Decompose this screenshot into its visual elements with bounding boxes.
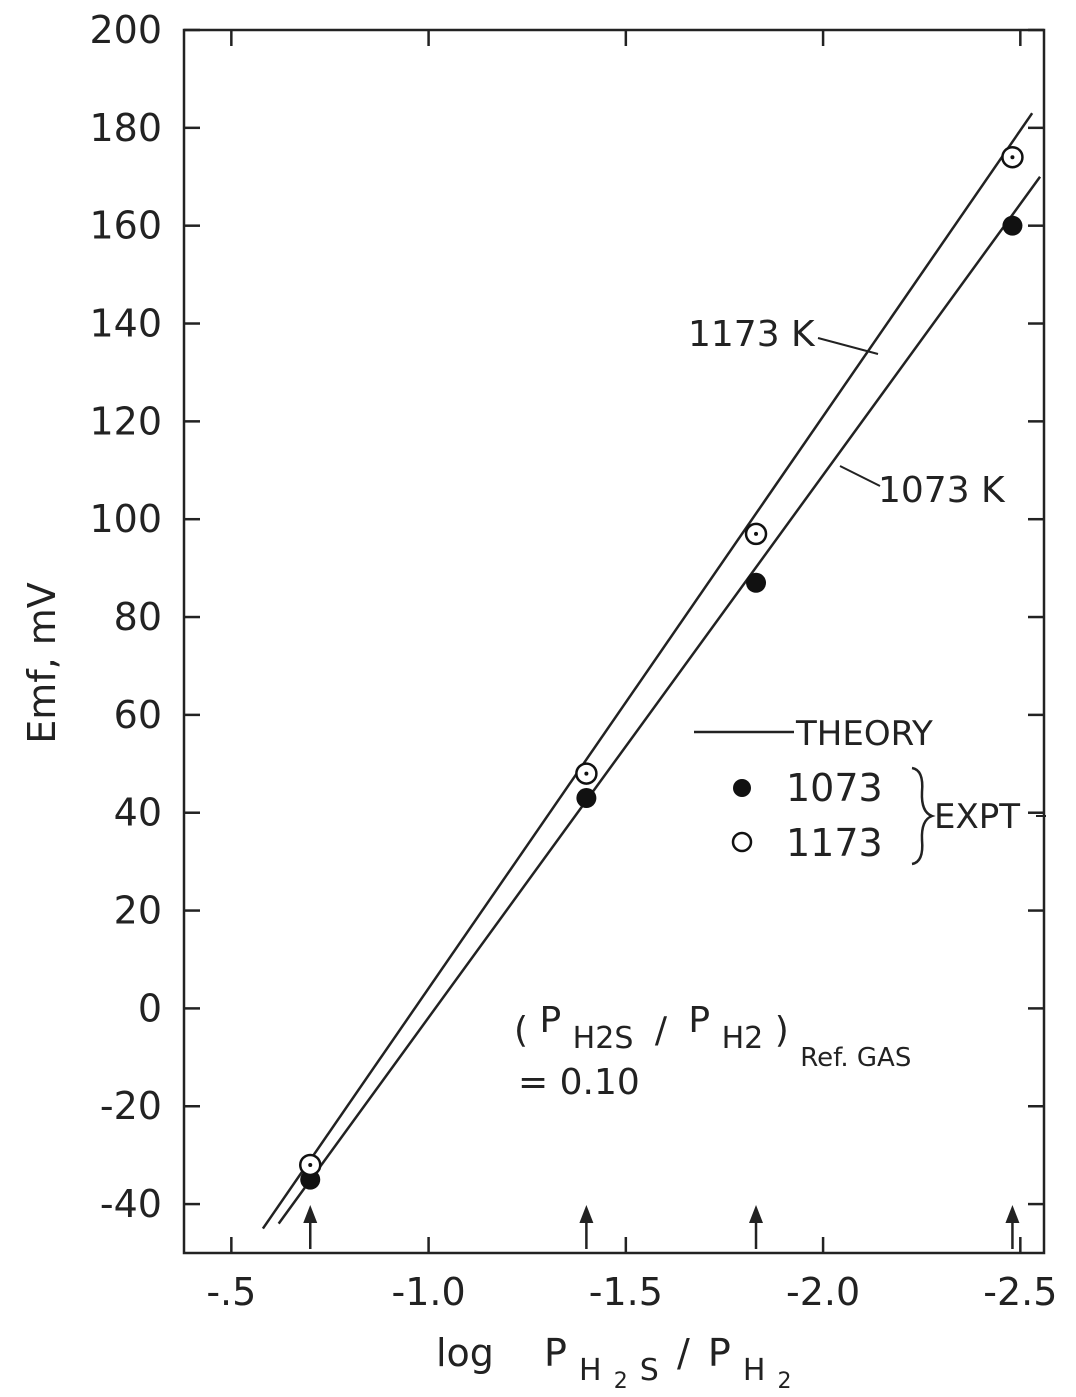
line-label-1173-leader bbox=[817, 337, 879, 355]
x-axis-title-num-p: P bbox=[544, 1331, 567, 1375]
y-axis-title: Emf, mV bbox=[20, 582, 64, 744]
line-label-1173: 1173 K bbox=[688, 314, 816, 355]
theory-line-labels: 1173 K 1073 K bbox=[688, 314, 1006, 511]
plot-border bbox=[182, 28, 1046, 1255]
legend-1173-label: 1173 bbox=[786, 821, 883, 865]
point-1173-center bbox=[584, 771, 589, 776]
x-tick-label: -.5 bbox=[206, 1270, 256, 1314]
legend-expt-label: EXPT bbox=[934, 797, 1020, 837]
point-1173-center bbox=[1010, 155, 1015, 160]
x-axis-title-num-sub: H bbox=[579, 1353, 602, 1388]
point-1173-center bbox=[754, 531, 759, 536]
x-axis-title-den-sub: H bbox=[743, 1353, 766, 1388]
x-tick-label: -2.0 bbox=[786, 1270, 860, 1314]
axis-tick-labels: -.5 -1.0 -1.5 -2.0 -2.5200180160140120100806… bbox=[89, 8, 1057, 1314]
line-label-1073-leader bbox=[839, 465, 881, 487]
measurement-arrows bbox=[303, 1205, 1020, 1249]
y-tick-label: 100 bbox=[89, 497, 162, 541]
arrow-head bbox=[579, 1205, 594, 1223]
arrow-head bbox=[1005, 1205, 1020, 1223]
x-axis-title-num-sub-digit: 2 bbox=[614, 1369, 628, 1394]
x-axis-title-prefix: log bbox=[436, 1331, 494, 1375]
reference-gas-annotation: ( P H2S / P H2 ) Ref. GAS = 0.10 bbox=[514, 1000, 911, 1103]
x-axis-title-den-sub-digit: 2 bbox=[778, 1369, 792, 1394]
theory-line-1073 bbox=[277, 176, 1042, 1225]
y-tick-label: 20 bbox=[114, 889, 162, 933]
y-tick-label: -40 bbox=[100, 1182, 162, 1226]
theory-line-1173 bbox=[261, 112, 1034, 1230]
line-label-1073: 1073 K bbox=[878, 470, 1006, 511]
legend: THEORY 1073 1173 EXPT bbox=[694, 714, 1046, 866]
experiment-points bbox=[298, 145, 1024, 1190]
point-1073 bbox=[576, 788, 597, 809]
point-1073 bbox=[746, 572, 767, 593]
y-tick-label: 120 bbox=[89, 399, 162, 443]
y-tick-label: 40 bbox=[114, 791, 162, 835]
y-tick-label: 80 bbox=[114, 595, 162, 639]
x-axis-title-slash: / bbox=[677, 1331, 690, 1375]
legend-1073-label: 1073 bbox=[786, 766, 883, 810]
y-tick-label: -20 bbox=[100, 1084, 162, 1128]
y-tick-label: 160 bbox=[89, 204, 162, 248]
legend-brace bbox=[911, 766, 936, 866]
arrow-head bbox=[303, 1205, 318, 1223]
y-tick-label: 140 bbox=[89, 302, 162, 346]
ref-ratio-text: ( P H2S / P H2 ) Ref. GAS bbox=[514, 1000, 911, 1073]
x-tick-label: -1.5 bbox=[589, 1270, 663, 1314]
x-axis-title-den-p: P bbox=[708, 1331, 731, 1375]
legend-1073-marker bbox=[733, 779, 751, 797]
x-axis-title-num-sub-tail: S bbox=[640, 1353, 659, 1388]
plot-frame bbox=[182, 28, 1046, 1255]
point-1073 bbox=[1002, 215, 1023, 236]
y-tick-label: 200 bbox=[89, 8, 162, 52]
x-tick-label: -2.5 bbox=[983, 1270, 1057, 1314]
x-tick-label: -1.0 bbox=[392, 1270, 466, 1314]
y-tick-label: 180 bbox=[89, 106, 162, 150]
point-1173-center bbox=[308, 1162, 313, 1167]
axis-ticks bbox=[184, 28, 1044, 1253]
arrow-head bbox=[749, 1205, 764, 1223]
x-axis-title: log P H 2 S / P H 2 bbox=[436, 1331, 792, 1397]
legend-theory-label: THEORY bbox=[795, 714, 933, 754]
y-tick-label: 60 bbox=[114, 693, 162, 737]
legend-1173-marker bbox=[731, 831, 753, 853]
y-tick-label: 0 bbox=[138, 986, 162, 1030]
ref-ratio-value: = 0.10 bbox=[518, 1062, 640, 1103]
theory-lines bbox=[261, 112, 1042, 1230]
